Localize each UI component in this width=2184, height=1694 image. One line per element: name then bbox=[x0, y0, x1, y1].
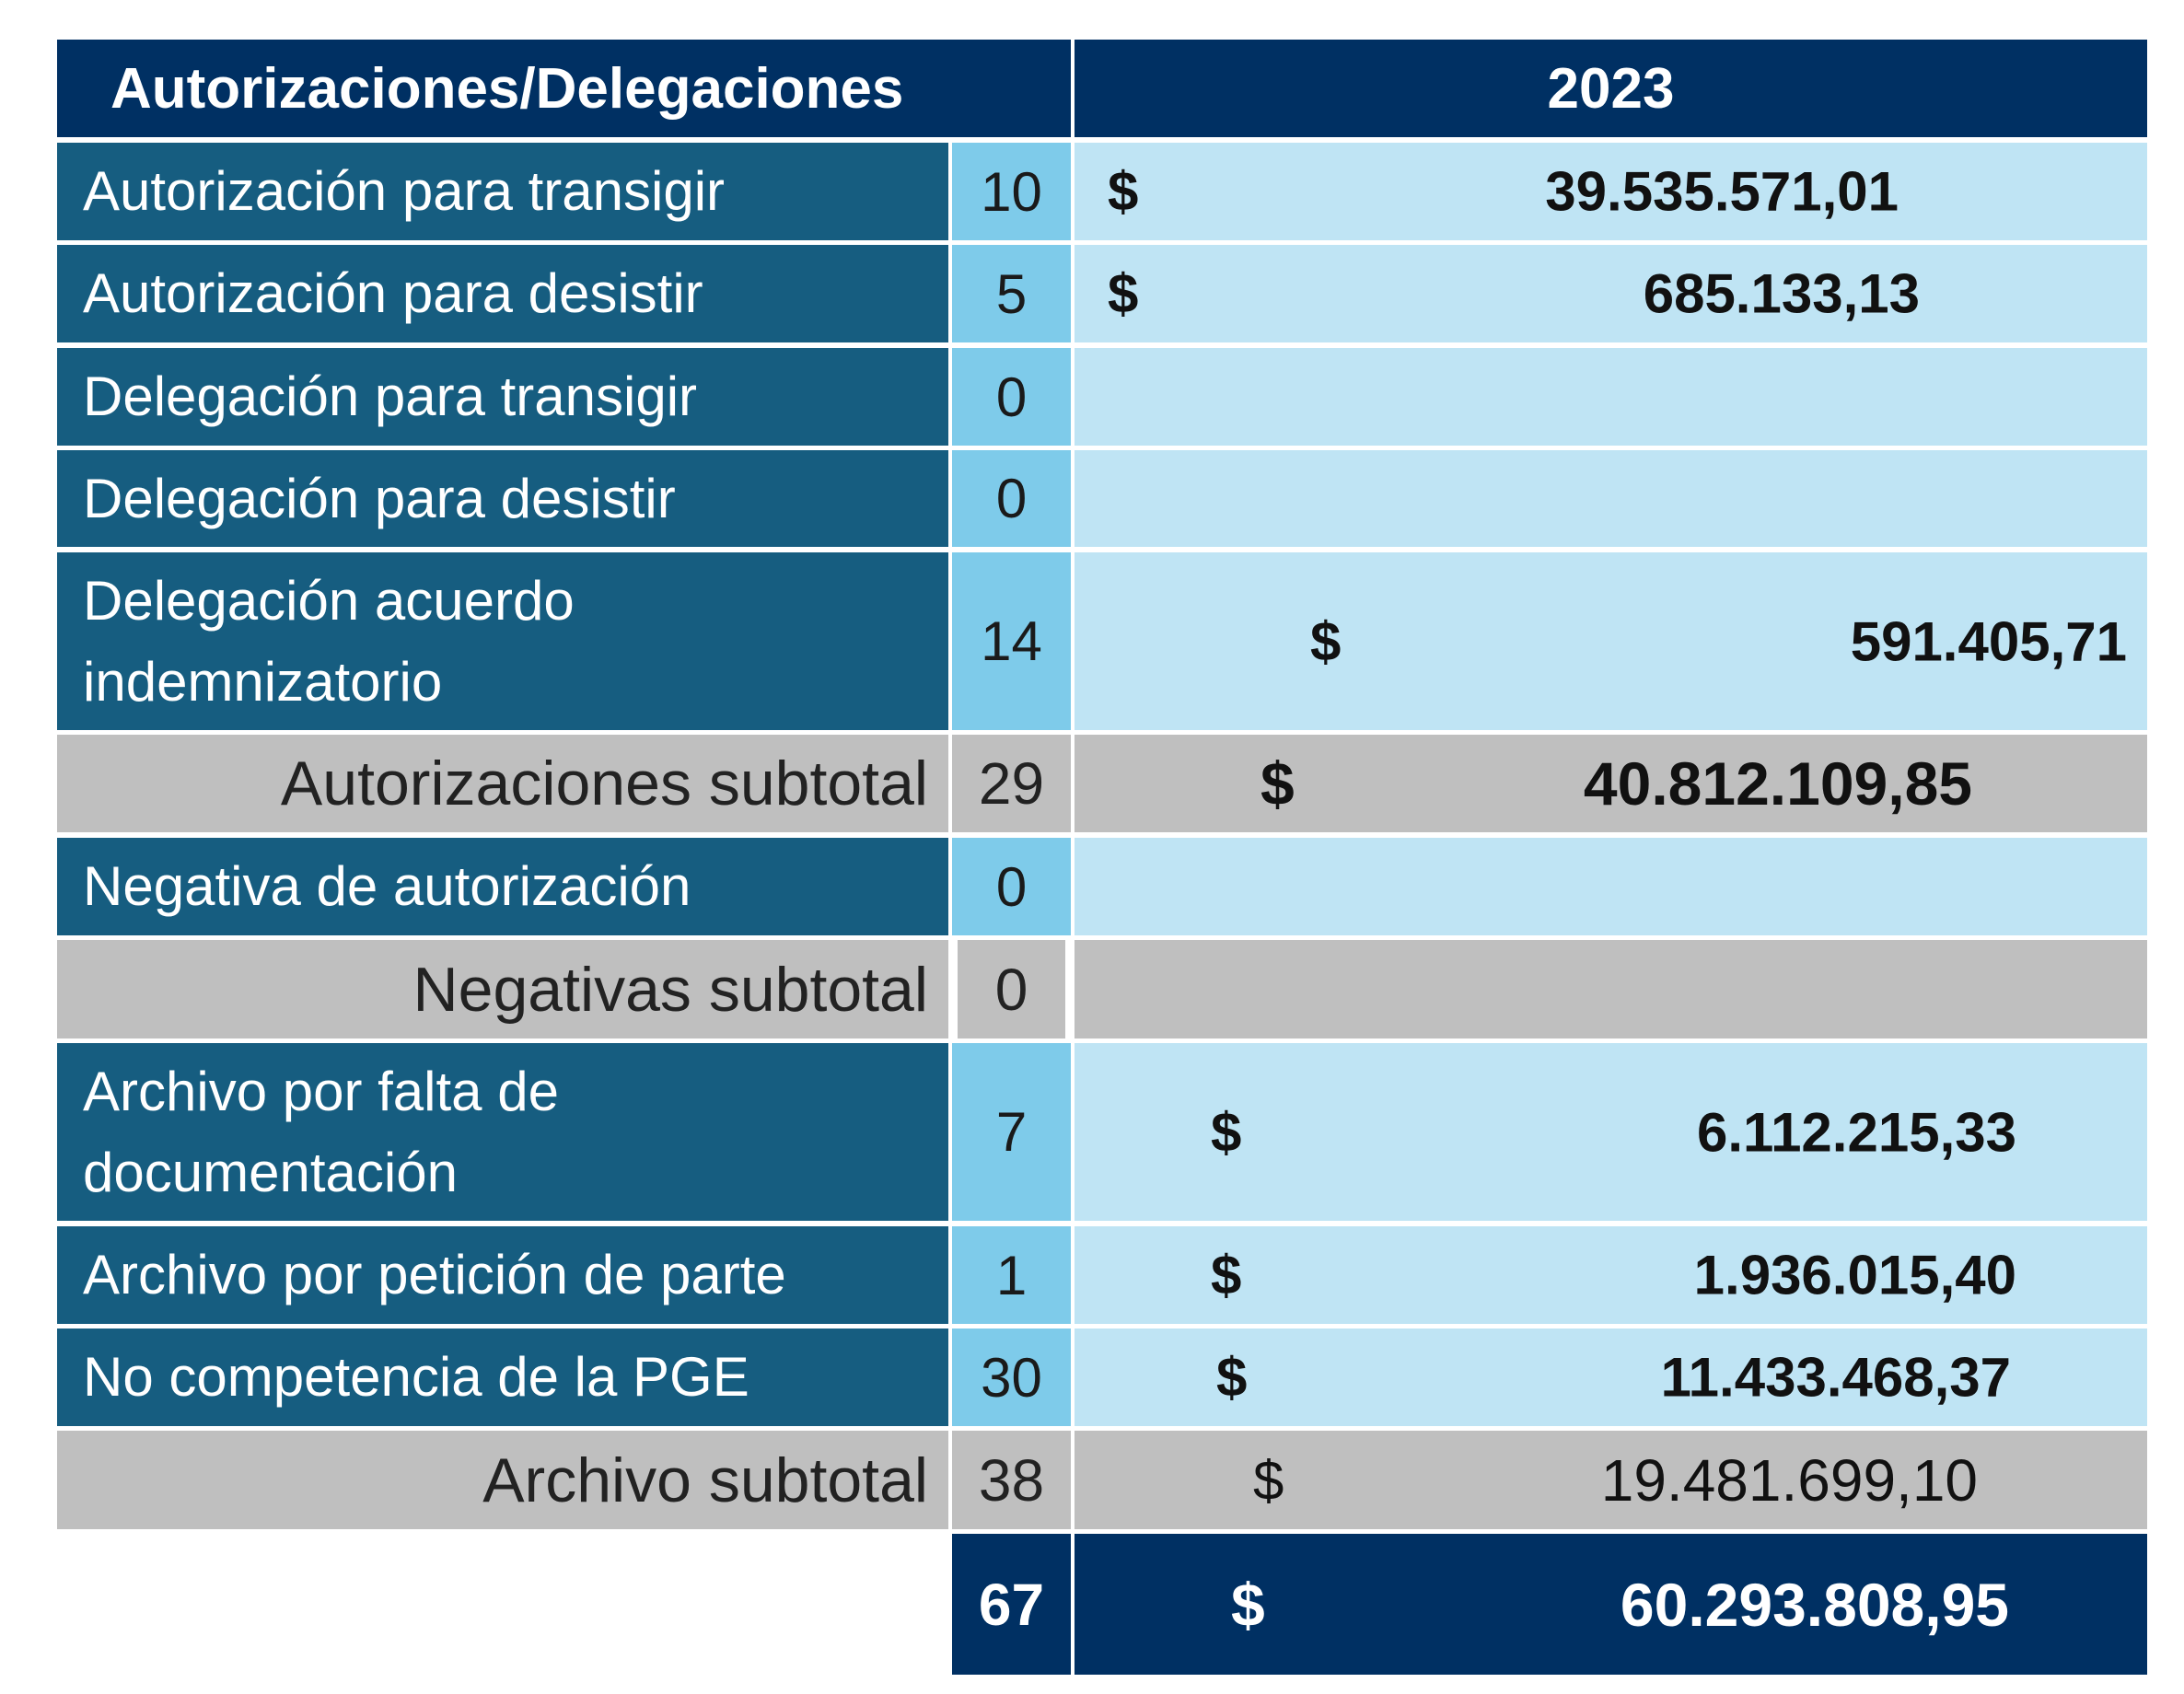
row-count: 5 bbox=[952, 245, 1071, 342]
table-row: Delegación para transigir 0 bbox=[57, 348, 2147, 446]
table-row: Delegación acuerdo indemnizatorio 14 $ 5… bbox=[57, 552, 2147, 730]
row-count: 1 bbox=[952, 1226, 1071, 1324]
row-amount-cell bbox=[1075, 348, 2147, 446]
currency-symbol: $ bbox=[1216, 1346, 1248, 1409]
subtotal-amount: 40.812.109,85 bbox=[1583, 749, 1972, 818]
row-count: 7 bbox=[952, 1043, 1071, 1221]
row-amount-cell bbox=[1075, 450, 2147, 547]
currency-symbol: $ bbox=[1108, 160, 1139, 223]
row-count: 10 bbox=[952, 143, 1071, 240]
table-row: No competencia de la PGE 30 $ 11.433.468… bbox=[57, 1329, 2147, 1426]
subtotal-count: 29 bbox=[952, 735, 1071, 832]
row-count: 14 bbox=[952, 552, 1071, 730]
row-label: Delegación acuerdo indemnizatorio bbox=[57, 552, 948, 730]
currency-symbol: $ bbox=[1211, 1101, 1242, 1163]
row-amount-cell: $ 591.405,71 bbox=[1075, 552, 2147, 730]
currency-symbol: $ bbox=[1211, 1244, 1242, 1306]
subtotal-amount-cell bbox=[1075, 940, 2147, 1038]
table-row: Archivo por falta de documentación 7 $ 6… bbox=[57, 1043, 2147, 1221]
row-amount-cell: $ 11.433.468,37 bbox=[1075, 1329, 2147, 1426]
subtotal-amount-cell: $ 40.812.109,85 bbox=[1075, 735, 2147, 832]
row-amount-cell: $ 6.112.215,33 bbox=[1075, 1043, 2147, 1221]
currency-symbol: $ bbox=[1231, 1570, 1265, 1639]
subtotal-row: Autorizaciones subtotal 29 $ 40.812.109,… bbox=[57, 735, 2147, 832]
row-amount-cell bbox=[1075, 838, 2147, 935]
row-label: Delegación para desistir bbox=[57, 450, 948, 547]
subtotal-amount-cell: $ 19.481.699,10 bbox=[1075, 1431, 2147, 1529]
row-amount-cell: $ 1.936.015,40 bbox=[1075, 1226, 2147, 1324]
row-label: Archivo por petición de parte bbox=[57, 1226, 948, 1324]
row-count: 0 bbox=[952, 450, 1071, 547]
row-label: Delegación para transigir bbox=[57, 348, 948, 446]
row-amount: 11.433.468,37 bbox=[1660, 1346, 2011, 1409]
row-label: Archivo por falta de documentación bbox=[57, 1043, 948, 1221]
subtotal-row: Archivo subtotal 38 $ 19.481.699,10 bbox=[57, 1431, 2147, 1529]
row-amount-cell: $ 685.133,13 bbox=[1075, 245, 2147, 342]
row-count: 30 bbox=[952, 1329, 1071, 1426]
total-amount: 60.293.808,95 bbox=[1620, 1570, 2009, 1639]
row-count: 0 bbox=[952, 838, 1071, 935]
row-label: Autorización para transigir bbox=[57, 143, 948, 240]
row-amount: 591.405,71 bbox=[1850, 610, 2127, 672]
total-row: 67 $ 60.293.808,95 bbox=[57, 1534, 2147, 1675]
total-spacer bbox=[57, 1534, 948, 1675]
subtotal-label: Autorizaciones subtotal bbox=[57, 735, 948, 832]
row-amount: 39.535.571,01 bbox=[1545, 160, 1899, 223]
row-label: No competencia de la PGE bbox=[57, 1329, 948, 1426]
row-amount: 1.936.015,40 bbox=[1693, 1244, 2016, 1306]
subtotal-label: Archivo subtotal bbox=[57, 1431, 948, 1529]
row-amount: 685.133,13 bbox=[1643, 262, 1920, 325]
currency-symbol: $ bbox=[1260, 749, 1295, 818]
row-count: 0 bbox=[952, 348, 1071, 446]
table-row: Delegación para desistir 0 bbox=[57, 450, 2147, 547]
table-row: Autorización para desistir 5 $ 685.133,1… bbox=[57, 245, 2147, 342]
currency-symbol: $ bbox=[1253, 1449, 1284, 1511]
total-count: 67 bbox=[952, 1534, 1071, 1675]
row-label: Autorización para desistir bbox=[57, 245, 948, 342]
header-year: 2023 bbox=[1075, 40, 2147, 137]
subtotal-row: Negativas subtotal 0 bbox=[57, 940, 2147, 1038]
row-label: Negativa de autorización bbox=[57, 838, 948, 935]
subtotal-count: 38 bbox=[952, 1431, 1071, 1529]
subtotal-label: Negativas subtotal bbox=[57, 940, 948, 1038]
table-header: Autorizaciones/Delegaciones 2023 bbox=[57, 40, 2147, 137]
subtotal-count-value: 0 bbox=[958, 940, 1065, 1038]
table-row: Archivo por petición de parte 1 $ 1.936.… bbox=[57, 1226, 2147, 1324]
total-amount-cell: $ 60.293.808,95 bbox=[1075, 1534, 2147, 1675]
table-row: Autorización para transigir 10 $ 39.535.… bbox=[57, 143, 2147, 240]
row-amount-cell: $ 39.535.571,01 bbox=[1075, 143, 2147, 240]
row-amount: 6.112.215,33 bbox=[1696, 1101, 2016, 1163]
currency-symbol: $ bbox=[1108, 262, 1139, 325]
header-title: Autorizaciones/Delegaciones bbox=[57, 40, 1071, 137]
table-row: Negativa de autorización 0 bbox=[57, 838, 2147, 935]
currency-symbol: $ bbox=[1310, 610, 1342, 672]
subtotal-count: 0 bbox=[952, 940, 1071, 1038]
subtotal-amount: 19.481.699,10 bbox=[1600, 1446, 1978, 1514]
